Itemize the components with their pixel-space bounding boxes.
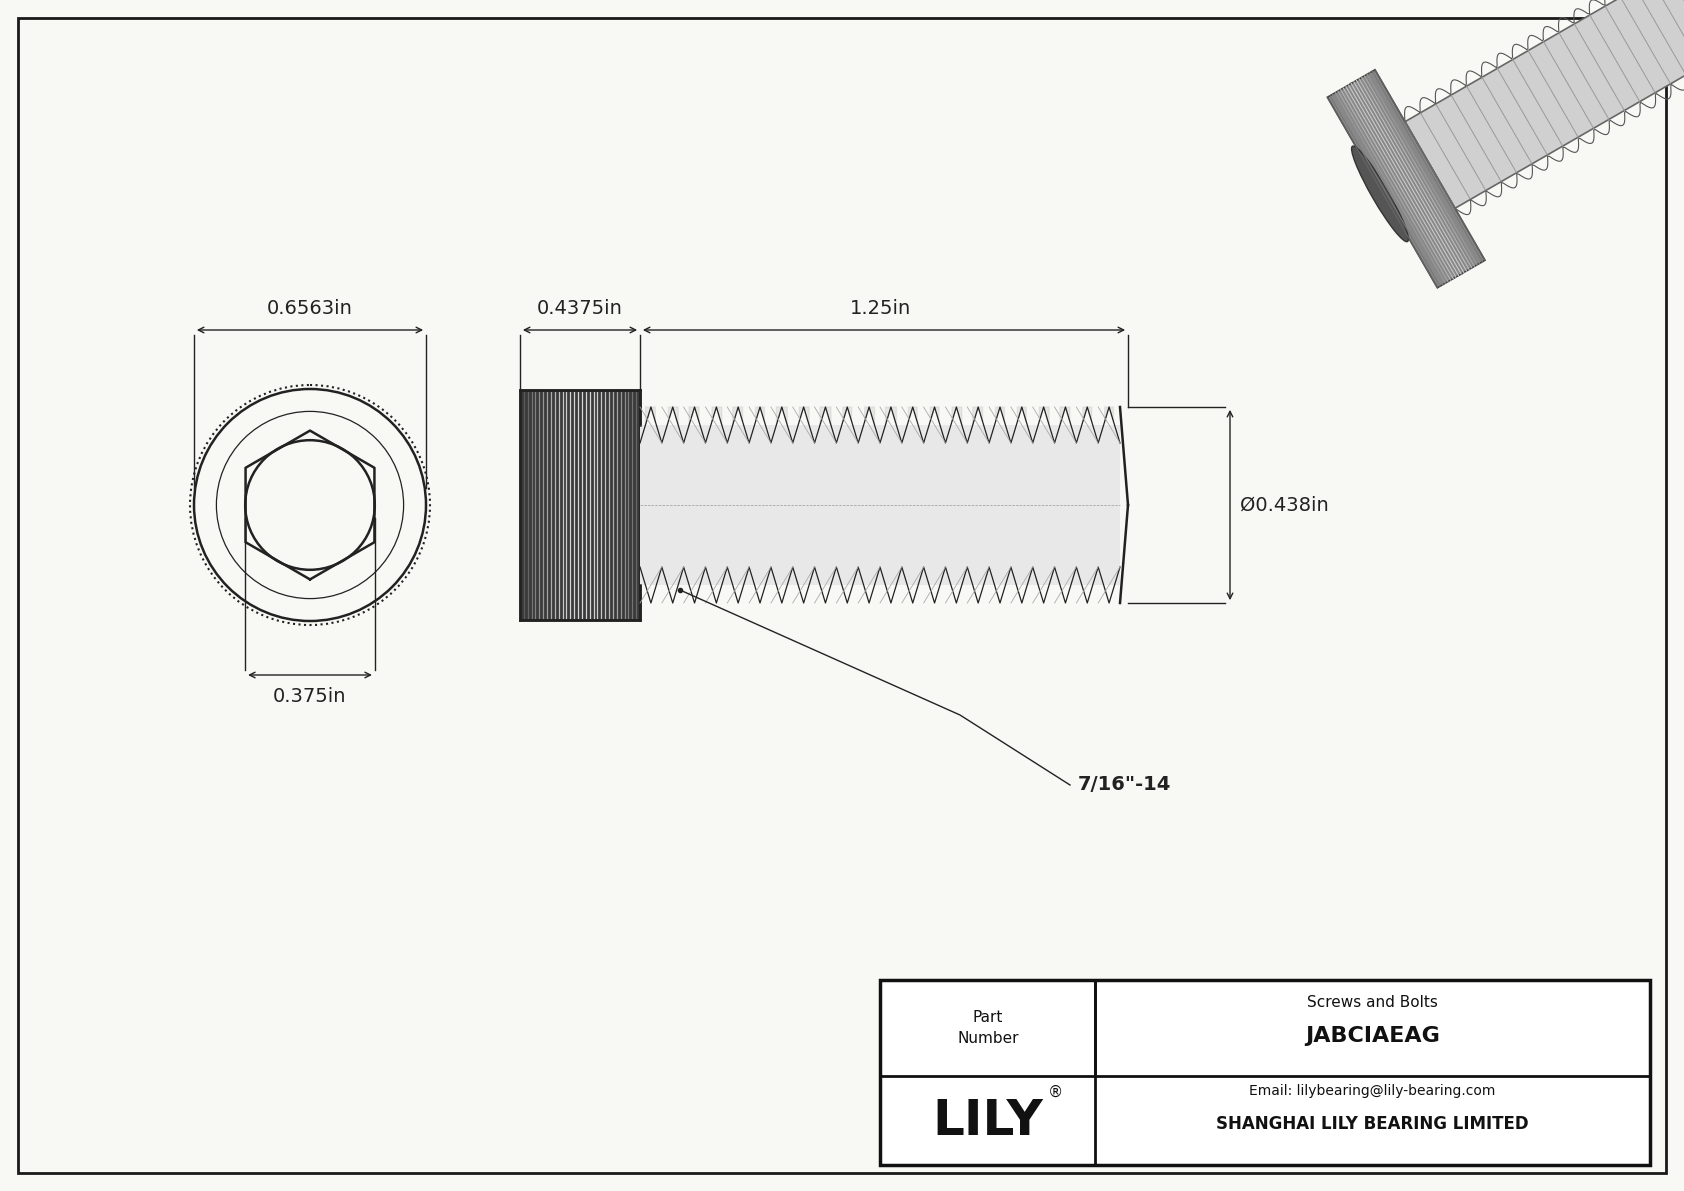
Bar	[881, 980, 1650, 1165]
Bar	[640, 425, 1120, 585]
Text: Part
Number: Part Number	[957, 1010, 1019, 1046]
Polygon shape	[1404, 0, 1684, 208]
Text: LILY: LILY	[933, 1097, 1044, 1145]
Text: JABCIAEAG: JABCIAEAG	[1305, 1025, 1440, 1046]
Text: 7/16"-14: 7/16"-14	[1078, 775, 1172, 794]
Text: SHANGHAI LILY BEARING LIMITED: SHANGHAI LILY BEARING LIMITED	[1216, 1115, 1529, 1134]
Text: Ø0.438in: Ø0.438in	[1239, 495, 1329, 515]
Text: 0.375in: 0.375in	[273, 687, 347, 706]
Polygon shape	[1327, 70, 1485, 288]
Bar	[520, 389, 640, 621]
Text: 0.6563in: 0.6563in	[268, 299, 354, 318]
Ellipse shape	[1351, 83, 1462, 274]
Text: Email: lilybearing@lily-bearing.com: Email: lilybearing@lily-bearing.com	[1250, 1084, 1495, 1098]
Text: ®: ®	[1047, 1085, 1063, 1100]
Ellipse shape	[1352, 146, 1408, 242]
Text: Screws and Bolts: Screws and Bolts	[1307, 994, 1438, 1010]
Text: 1.25in: 1.25in	[849, 299, 911, 318]
Polygon shape	[1682, 0, 1684, 49]
Text: 0.4375in: 0.4375in	[537, 299, 623, 318]
